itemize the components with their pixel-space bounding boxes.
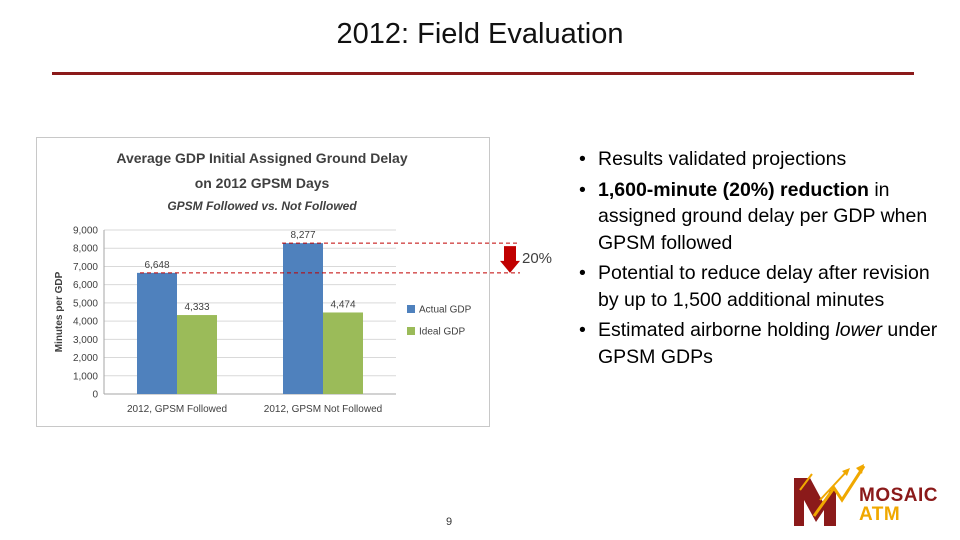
bullet-list: Results validated projections 1,600-minut… (577, 146, 947, 374)
x-tick-label: 2012, GPSM Not Followed (264, 404, 382, 415)
y-tick-label: 0 (92, 390, 98, 401)
mosaic-atm-logo (794, 464, 866, 526)
legend-swatch (407, 305, 415, 313)
y-tick-label: 4,000 (73, 317, 98, 328)
bar-ideal-gdp (323, 312, 363, 394)
logo-text-mosaic: MOSAIC (859, 485, 938, 506)
logo-m-mark (794, 464, 866, 526)
chart-title-line2: on 2012 GPSM Days (195, 175, 330, 191)
bullet-text: Estimated airborne holding (598, 319, 836, 341)
y-tick-label: 7,000 (73, 262, 98, 273)
bar-ideal-gdp (177, 315, 217, 394)
data-label: 4,474 (330, 299, 355, 310)
data-label: 4,333 (184, 302, 209, 313)
y-tick-label: 5,000 (73, 298, 98, 309)
bullet-text: 1,600-minute (20%) reduction (598, 178, 869, 201)
bullet-text: lower (835, 319, 882, 341)
y-tick-label: 2,000 (73, 353, 98, 364)
bar-actual-gdp (137, 272, 177, 394)
bullet-item: Potential to reduce delay after revision… (577, 260, 947, 313)
page-number: 9 (446, 516, 453, 528)
slide-title: 2012: Field Evaluation (336, 18, 624, 50)
legend-label: Actual GDP (419, 305, 472, 316)
bullet-text: Results validated projections (598, 148, 847, 170)
y-axis-label: Minutes per GDP (54, 271, 65, 352)
x-tick-label: 2012, GPSM Followed (127, 404, 227, 415)
bullet-item: 1,600-minute (20%) reduction in assigned… (577, 177, 947, 257)
y-tick-label: 3,000 (73, 335, 98, 346)
reduction-arrow (500, 246, 520, 273)
data-label: 6,648 (144, 260, 169, 271)
title-divider (52, 72, 914, 75)
bullet-item: Results validated projections (577, 146, 947, 173)
y-tick-label: 8,000 (73, 244, 98, 255)
chart-title: Average GDP Initial Assigned Ground Dela… (116, 150, 407, 166)
y-tick-label: 9,000 (73, 226, 98, 237)
logo-text-atm: ATM (859, 504, 901, 525)
bullet-text: under GPSM GDPs (598, 319, 938, 368)
chart-frame (36, 137, 490, 427)
bullet-text: Potential to reduce delay after revision… (598, 262, 930, 311)
bullet-text: in assigned ground delay per GDP when GP… (598, 178, 928, 254)
bullet-item: Estimated airborne holding lower under G… (577, 317, 947, 370)
data-label: 8,277 (290, 230, 315, 241)
legend-swatch (407, 327, 415, 335)
reduction-label: 20% (522, 250, 552, 267)
bar-actual-gdp (283, 243, 323, 394)
legend-label: Ideal GDP (419, 327, 465, 338)
y-tick-label: 6,000 (73, 280, 98, 291)
y-tick-label: 1,000 (73, 371, 98, 382)
chart-subtitle: GPSM Followed vs. Not Followed (167, 199, 357, 213)
